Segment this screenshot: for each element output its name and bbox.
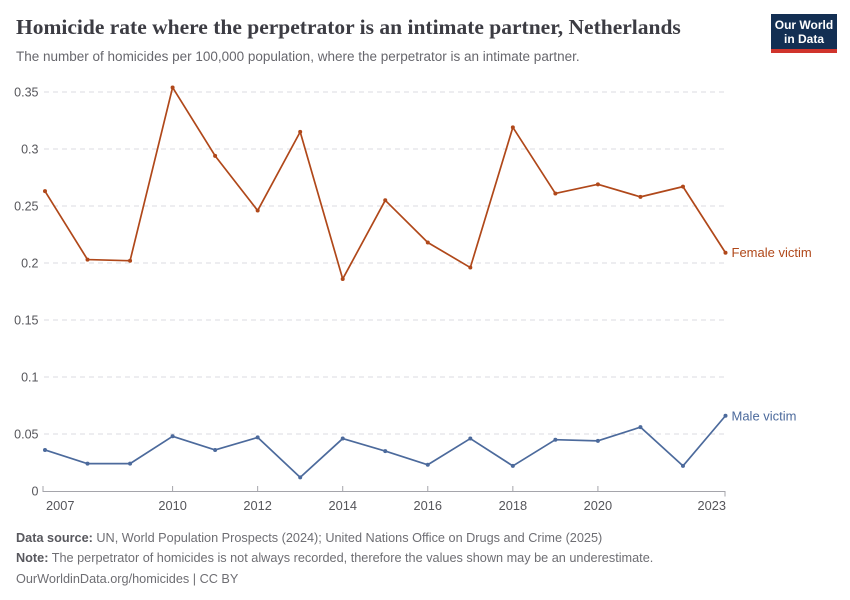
chart-footer: Data source: UN, World Population Prospe… (16, 528, 653, 589)
data-point-male-victim (638, 425, 643, 430)
x-tick-label: 2020 (584, 498, 612, 513)
data-point-male-victim (340, 436, 345, 441)
data-point-female-victim (638, 194, 643, 199)
data-point-female-victim (85, 257, 90, 262)
data-point-female-victim (595, 182, 600, 187)
data-source-label: Data source: (16, 531, 93, 545)
series-line-female-victim (44, 86, 727, 280)
data-source-line: Data source: UN, World Population Prospe… (16, 528, 653, 548)
data-point-male-victim (553, 437, 558, 442)
data-point-male-victim (383, 449, 388, 454)
owid-logo-line2: in Data (783, 32, 824, 46)
series-label-male-victim: Male victim (732, 408, 797, 423)
data-point-female-victim (298, 129, 303, 134)
x-tick-label: 2016 (414, 498, 442, 513)
data-point-male-victim (595, 438, 600, 443)
data-point-female-victim (425, 240, 430, 245)
series-line-male-victim (44, 414, 727, 479)
x-tick-label: 2018 (499, 498, 527, 513)
chart-title: Homicide rate where the perpetrator is a… (16, 15, 681, 39)
x-tick-label: 2014 (328, 498, 356, 513)
series-label-female-victim: Female victim (732, 245, 812, 260)
y-tick-label: 0 (32, 484, 39, 498)
chart-subtitle: The number of homicides per 100,000 popu… (16, 49, 580, 64)
data-point-female-victim (553, 191, 558, 196)
data-point-male-victim (298, 475, 303, 480)
y-tick-label: 0.1 (21, 370, 38, 384)
data-point-male-victim (425, 462, 430, 467)
owid-logo-line1: Our World (774, 18, 834, 32)
data-point-male-victim (85, 461, 90, 466)
data-point-female-victim (213, 153, 218, 158)
data-point-female-victim (255, 208, 260, 213)
data-point-male-victim (43, 447, 47, 452)
data-point-female-victim (340, 276, 345, 281)
y-tick-label: 0.2 (21, 256, 38, 270)
data-point-female-victim (680, 184, 685, 189)
note-label: Note: (16, 551, 49, 566)
data-point-female-victim (43, 189, 47, 194)
y-tick-label: 0.35 (14, 85, 38, 99)
data-point-female-victim (128, 258, 133, 263)
note-text: The perpetrator of homicides is not alwa… (48, 551, 654, 566)
data-point-female-victim (383, 198, 388, 203)
data-point-male-victim (723, 413, 728, 418)
owid-url-license[interactable]: OurWorldinData.org/homicides | CC BY (16, 571, 239, 586)
y-tick-label: 0.05 (14, 427, 38, 441)
x-tick-label: 2023 (698, 498, 726, 513)
data-point-female-victim (510, 125, 515, 130)
data-point-male-victim (468, 436, 473, 441)
data-point-male-victim (255, 435, 260, 440)
line-chart-canvas: 0 0.05 0.1 0.15 0.2 0.25 0.3 0.35 2007 2010 2012 20… (14, 85, 812, 513)
y-tick-label: 0.25 (14, 199, 38, 213)
data-point-female-victim (468, 265, 473, 270)
owid-logo[interactable]: Our World in Data (771, 14, 837, 53)
x-tick-label: 2010 (158, 498, 186, 513)
data-point-male-victim (128, 461, 133, 466)
y-tick-label: 0.3 (21, 142, 38, 156)
data-point-male-victim (510, 463, 515, 468)
data-point-male-victim (680, 463, 685, 468)
y-tick-label: 0.15 (14, 313, 38, 327)
data-point-male-victim (170, 434, 175, 439)
note-line: Note: The perpetrator of homicides is no… (16, 548, 653, 568)
data-point-female-victim (723, 250, 728, 255)
data-source-text: UN, World Population Prospects (2024); U… (92, 531, 603, 545)
license-line: OurWorldinData.org/homicides | CC BY (16, 569, 653, 589)
data-point-male-victim (213, 447, 218, 452)
data-point-female-victim (170, 85, 175, 90)
x-tick-label: 2007 (46, 498, 74, 513)
x-tick-label: 2012 (243, 498, 271, 513)
